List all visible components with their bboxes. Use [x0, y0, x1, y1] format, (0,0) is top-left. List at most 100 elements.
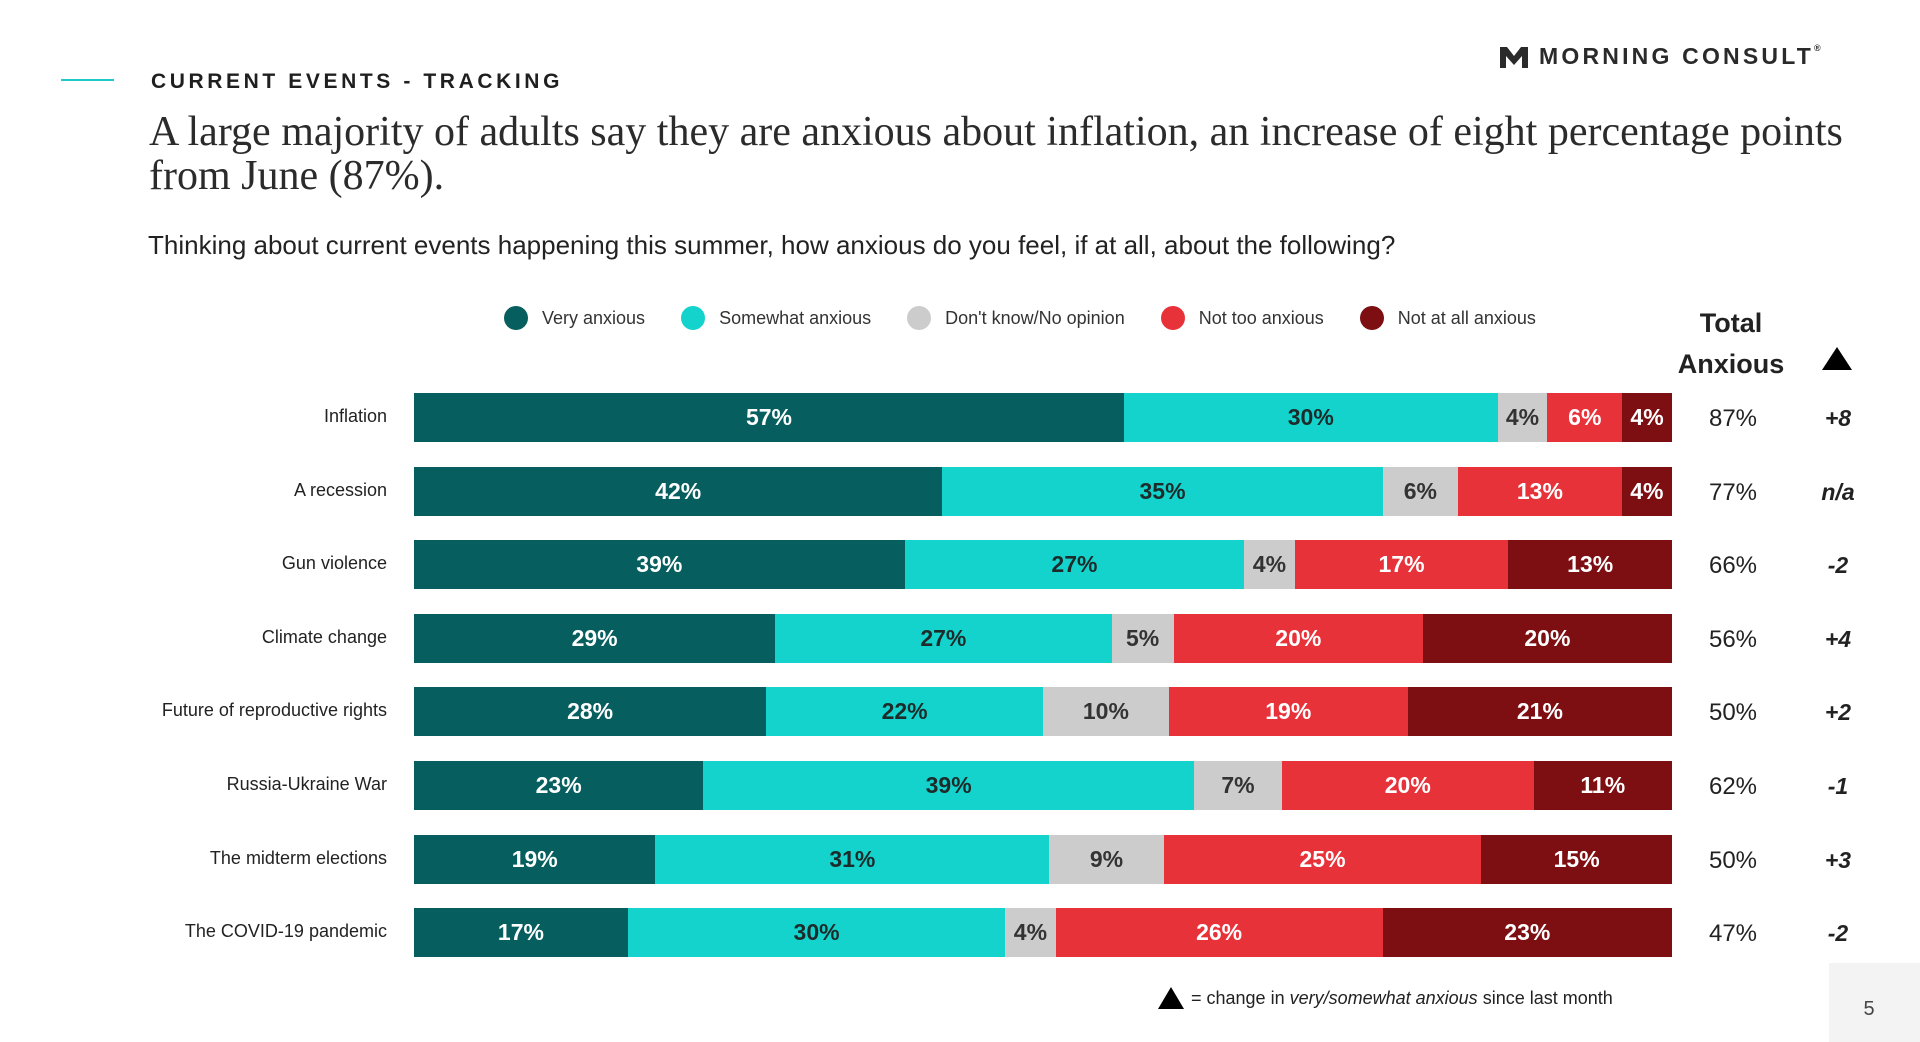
- change-value: -1: [1827, 773, 1849, 799]
- change-value: +2: [1824, 699, 1852, 726]
- bar-segment: 4%: [1244, 540, 1295, 590]
- bar-segment: 17%: [1294, 540, 1509, 590]
- total-anxious-value: 50%: [1708, 846, 1758, 874]
- category-label: The COVID-19 pandemic: [184, 921, 387, 942]
- footnote-text: change in: [1206, 987, 1290, 1008]
- bar-segment: 19%: [1168, 687, 1408, 737]
- bar-segment: 4%: [1622, 393, 1672, 442]
- bar-segment: 11%: [1533, 761, 1672, 810]
- total-anxious-value: 77%: [1708, 478, 1758, 506]
- stacked-bar: 29% 27% 5% 20% 20%: [414, 613, 1672, 663]
- page-number-box: [1829, 963, 1920, 1042]
- change-value: -2: [1827, 552, 1849, 579]
- change-value: n/a: [1821, 478, 1855, 505]
- triangle-up-icon: [1820, 345, 1854, 377]
- bar-segment: 17%: [414, 908, 628, 958]
- category-label: A recession: [293, 479, 387, 500]
- footnote-end: since last month: [1477, 987, 1613, 1008]
- category-label: Gun violence: [281, 553, 387, 574]
- headline: A large majority of adults say they are …: [149, 109, 1843, 199]
- chart-legend: Very anxious Somewhat anxious Don't know/N…: [504, 306, 1572, 330]
- footnote-prefix: =: [1191, 987, 1207, 1008]
- total-anxious-value: 56%: [1708, 625, 1758, 653]
- bar-segment: 20%: [1281, 761, 1534, 810]
- change-value: -2: [1827, 920, 1849, 947]
- legend-item: Not too anxious: [1160, 306, 1324, 330]
- total-anxious-value: 66%: [1708, 552, 1758, 580]
- total-anxious-value: 47%: [1708, 920, 1758, 948]
- bar-segment: 13%: [1458, 466, 1622, 516]
- bar-segment: 29%: [414, 613, 776, 663]
- stacked-bar: 17% 30% 4% 26% 23%: [414, 908, 1672, 958]
- bar-segment: 19%: [414, 834, 656, 884]
- change-value: +4: [1824, 625, 1852, 652]
- legend-item: Somewhat anxious: [681, 306, 871, 330]
- legend-label: Not too anxious: [1198, 307, 1324, 328]
- stacked-bar: 23% 39% 7% 20% 11%: [414, 761, 1672, 810]
- legend-label: Not at all anxious: [1397, 307, 1536, 328]
- legend-swatch: [681, 306, 706, 330]
- bar-segment: 22%: [766, 687, 1043, 737]
- stacked-bar: 57% 30% 4% 6% 4%: [414, 393, 1672, 442]
- bar-segment: 4%: [1621, 466, 1672, 516]
- legend-swatch: [1160, 306, 1185, 330]
- total-anxious-value: 87%: [1708, 405, 1758, 432]
- bar-segment: 27%: [904, 540, 1245, 590]
- bar-segment: 25%: [1163, 834, 1482, 884]
- bar-segment: 20%: [1173, 613, 1423, 663]
- bar-segment: 26%: [1055, 908, 1383, 958]
- footnote-italic: very/somewhat anxious: [1289, 987, 1478, 1008]
- bar-segment: 28%: [414, 687, 767, 737]
- legend-label: Don't know/No opinion: [945, 307, 1125, 328]
- category-label: Climate change: [261, 626, 387, 647]
- bar-segment: 13%: [1508, 540, 1672, 590]
- bar-segment: 57%: [414, 393, 1124, 442]
- triangle-up-icon: [1158, 987, 1184, 1009]
- legend-swatch: [907, 306, 932, 330]
- stacked-bar: 19% 31% 9% 25% 15%: [414, 834, 1672, 884]
- bar-segment: 7%: [1193, 761, 1282, 810]
- category-label: Inflation: [323, 406, 387, 426]
- footnote: = change in very/somewhat anxious since …: [1157, 985, 1613, 1011]
- bar-segment: 31%: [655, 834, 1050, 884]
- stacked-bar: 28% 22% 10% 19% 21%: [414, 687, 1672, 737]
- page-number: 5: [1863, 998, 1875, 1020]
- bar-segment: 30%: [1123, 393, 1498, 442]
- total-anxious-value: 62%: [1708, 773, 1758, 800]
- legend-item: Very anxious: [504, 306, 645, 330]
- section-label: CURRENT EVENTS - TRACKING: [151, 70, 564, 93]
- bar-segment: 27%: [775, 613, 1112, 663]
- bar-segment: 23%: [1382, 908, 1672, 958]
- stacked-bar: 42% 35% 6% 13% 4%: [414, 466, 1672, 516]
- stacked-bar: 39% 27% 4% 17% 13%: [414, 540, 1672, 590]
- bar-segment: 10%: [1042, 687, 1169, 737]
- accent-line: [61, 79, 114, 81]
- category-label: Russia-Ukraine War: [226, 774, 387, 794]
- bar-segment: 4%: [1005, 908, 1056, 958]
- legend-swatch: [1359, 306, 1384, 330]
- bar-segment: 39%: [414, 540, 905, 590]
- legend-swatch: [504, 306, 528, 330]
- logo-text: MORNING CONSULT®: [1539, 43, 1821, 69]
- legend-label: Somewhat anxious: [719, 307, 872, 328]
- bar-segment: 4%: [1497, 393, 1548, 442]
- change-value: +3: [1824, 846, 1852, 873]
- morning-consult-logo-icon: [1500, 46, 1528, 68]
- total-anxious-header: Total Anxious: [1677, 308, 1785, 379]
- survey-question: Thinking about current events happening …: [148, 230, 1396, 260]
- legend-item: Don't know/No opinion: [907, 306, 1125, 330]
- bar-segment: 15%: [1481, 834, 1672, 884]
- bar-segment: 20%: [1422, 613, 1672, 663]
- bar-segment: 42%: [414, 466, 943, 516]
- brand-logo: MORNING CONSULT®: [1499, 43, 1821, 70]
- bar-segment: 6%: [1382, 466, 1459, 516]
- bar-segment: 5%: [1111, 613, 1174, 663]
- legend-item: Not at all anxious: [1359, 306, 1536, 330]
- bar-segment: 30%: [627, 908, 1006, 958]
- change-value: +8: [1824, 405, 1852, 431]
- bar-segment: 23%: [414, 761, 704, 810]
- total-anxious-value: 50%: [1708, 699, 1758, 727]
- bar-segment: 35%: [942, 466, 1383, 516]
- category-label: The midterm elections: [209, 847, 387, 868]
- category-label: Future of reproductive rights: [161, 700, 387, 721]
